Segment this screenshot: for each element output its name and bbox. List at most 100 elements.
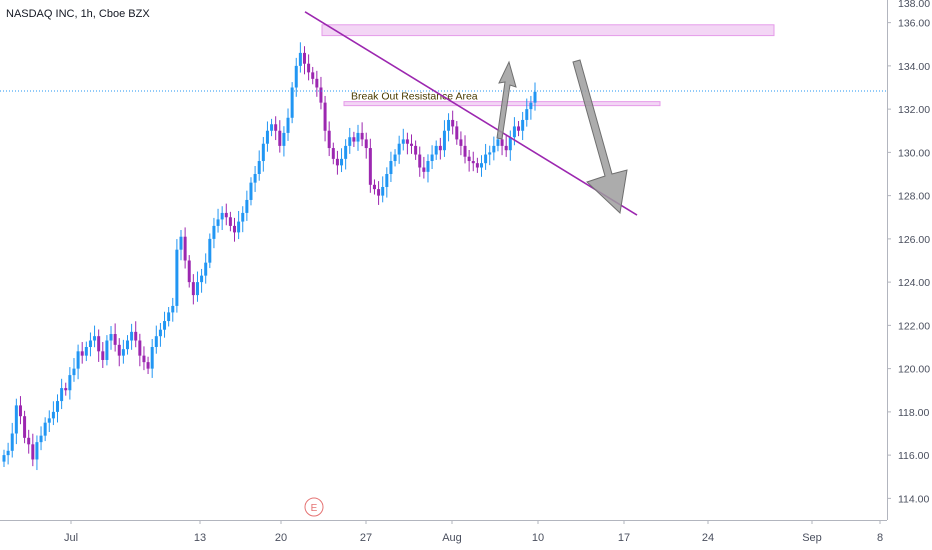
y-tick-label: 118.00 (898, 407, 929, 419)
candle-body (105, 340, 109, 360)
candle-body (389, 161, 393, 174)
candle-body (517, 126, 521, 131)
candle-body (393, 154, 397, 162)
candle-body (278, 130, 282, 146)
x-tick-label: 27 (360, 532, 372, 544)
y-tick-label: 126.00 (898, 234, 930, 246)
candle-body (195, 282, 199, 296)
candle-body (208, 238, 212, 263)
candle-body (6, 450, 10, 456)
candle-body (39, 435, 43, 443)
candle-body (414, 145, 418, 155)
candle-body (117, 344, 121, 356)
x-tick-label: 17 (618, 532, 630, 544)
candle-body (220, 212, 224, 220)
candle-body (290, 87, 294, 118)
y-tick-label: 138.00 (898, 0, 930, 10)
candle-body (529, 102, 533, 110)
chart-title: NASDAQ INC, 1h, Cboe BZX (6, 8, 150, 20)
candle-body (204, 262, 208, 276)
y-tick-label: 122.00 (898, 320, 930, 332)
candle-body (442, 130, 446, 151)
earnings-marker-circle (304, 497, 324, 517)
candle-body (76, 351, 80, 369)
candle-body (492, 145, 496, 153)
candle-body (47, 418, 51, 423)
candle-body (224, 212, 228, 218)
candle-body (340, 158, 344, 166)
candle-body (249, 182, 253, 200)
candle-body (146, 362, 150, 369)
candle-body (237, 221, 241, 233)
candle-body (525, 109, 529, 120)
candle-body (319, 87, 323, 103)
candle-body (311, 72, 315, 79)
candle-body (101, 351, 105, 360)
candle-body (23, 416, 27, 438)
candle-body (179, 236, 183, 250)
candle-body (84, 347, 88, 356)
candle-body (64, 388, 68, 391)
candle-body (434, 145, 438, 155)
candle-body (274, 124, 278, 131)
candle-body (447, 119, 451, 131)
candle-body (282, 132, 286, 146)
y-tick-label: 130.00 (898, 147, 930, 159)
candle-body (360, 132, 364, 140)
candle-body (455, 126, 459, 140)
candle-body (130, 331, 134, 341)
x-tick-label: 10 (532, 532, 544, 544)
candle-body (233, 225, 237, 233)
candle-body (405, 139, 409, 144)
candle-body (245, 199, 249, 213)
x-tick-label: Aug (442, 532, 462, 544)
candle-body (175, 249, 179, 306)
candle-body (422, 167, 426, 172)
x-tick-label: 8 (877, 532, 883, 544)
down-arrow (572, 59, 628, 215)
candle-body (459, 139, 463, 146)
candle-body (463, 145, 467, 157)
y-tick-label: 114.00 (898, 493, 929, 505)
candle-body (475, 163, 479, 168)
candle-body (150, 347, 154, 369)
y-tick-label: 134.00 (898, 61, 930, 73)
y-tick-label: 132.00 (898, 104, 930, 116)
trendline (304, 11, 638, 216)
candle-body (60, 388, 64, 402)
candle-body (183, 236, 187, 261)
candle-body (323, 102, 327, 131)
candle-body (331, 148, 335, 159)
candle-body (125, 340, 129, 350)
candle-body (216, 219, 220, 226)
candle-body (418, 154, 422, 168)
candle-body (504, 145, 508, 151)
candle-body (2, 455, 6, 462)
candle-body (72, 368, 76, 376)
x-tick-label: Jul (64, 532, 78, 544)
candle-body (167, 312, 171, 322)
candle-body (385, 174, 389, 187)
candle-body (80, 351, 84, 356)
earnings-marker-label: E (311, 503, 318, 514)
candle-body (43, 422, 47, 436)
candle-body (109, 334, 113, 341)
candle-body (298, 52, 302, 66)
candle-body (286, 117, 290, 133)
x-tick-label: Sep (802, 532, 822, 544)
candle-body (31, 444, 35, 460)
candle-body (512, 126, 516, 138)
candle-body (307, 63, 311, 73)
candle-body (241, 212, 245, 222)
candle-body (27, 437, 31, 445)
candle-body (496, 139, 500, 146)
candle-body (154, 336, 158, 347)
candle-body (377, 189, 381, 196)
candle-body (212, 225, 216, 239)
candle-body (484, 154, 488, 164)
candle-body (51, 411, 55, 419)
candle-body (488, 152, 492, 155)
candle-body (356, 132, 360, 142)
